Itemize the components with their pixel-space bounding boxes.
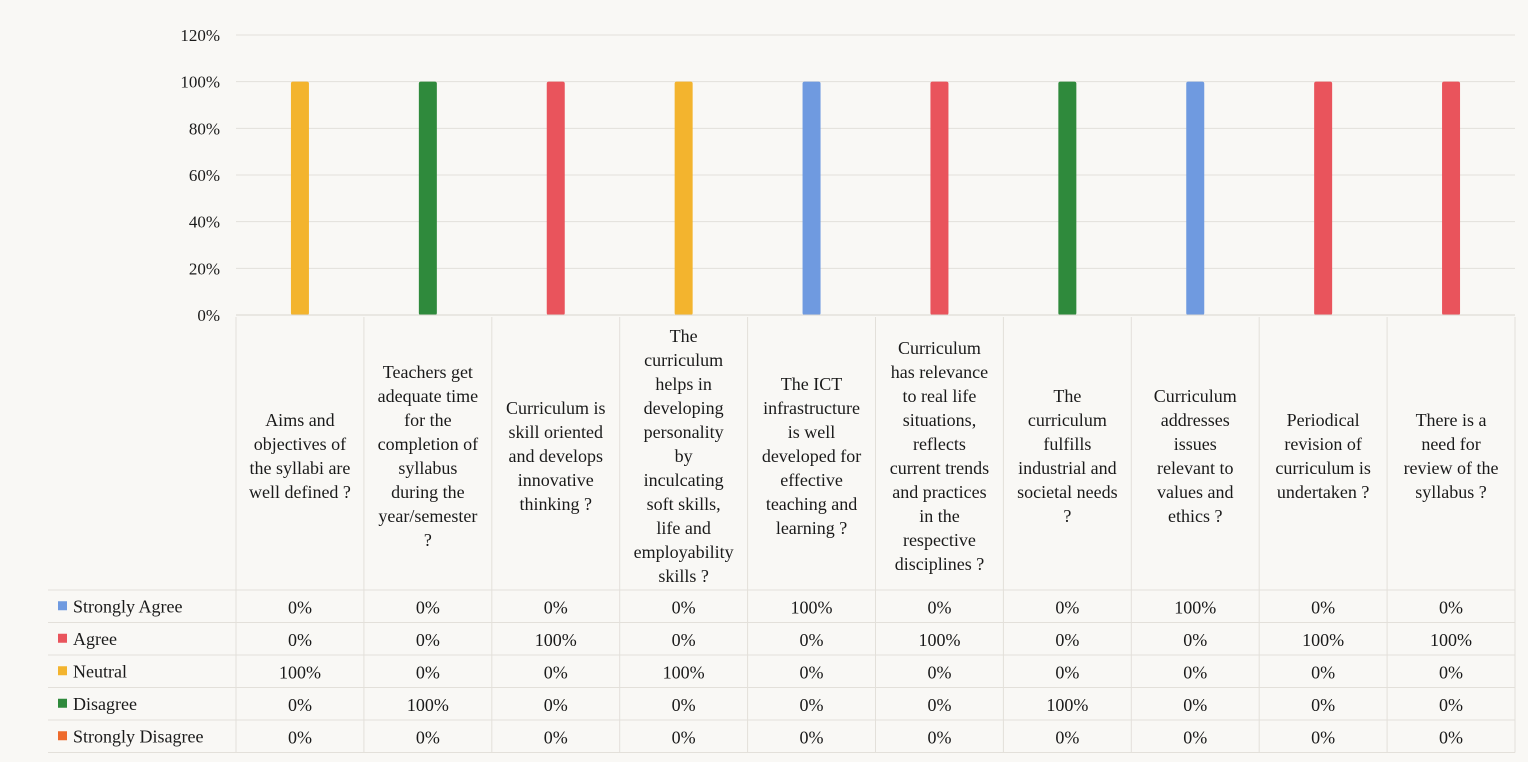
table-cell: 0%	[1439, 727, 1463, 747]
bar-neutral	[290, 81, 309, 316]
legend-label: Neutral	[73, 661, 127, 681]
category-label: Periodical revision of curriculum is undert…	[1275, 410, 1370, 502]
table-cell: 100%	[1302, 630, 1344, 650]
table-cell: 0%	[416, 630, 440, 650]
table-cell: 0%	[1183, 662, 1207, 682]
legend-key	[58, 601, 67, 611]
table-cell: 0%	[288, 597, 312, 617]
table-cell: 0%	[927, 727, 951, 747]
table-cell: 0%	[1183, 630, 1207, 650]
table-cell: 100%	[1046, 695, 1088, 715]
table-cell: 0%	[1311, 727, 1335, 747]
table-cell: 0%	[927, 695, 951, 715]
table-cell: 0%	[1311, 597, 1335, 617]
data-table-cells: 0% 0% 0% 0% 100% 0% 0% 100% 0% 0% 0% 0% 100% 0% 0% 100%…	[279, 597, 1472, 747]
legend-label: Strongly Agree	[73, 596, 183, 616]
table-cell: 0%	[672, 727, 696, 747]
category-label: Curriculum addresses issues relevant to valu…	[1154, 386, 1237, 526]
table-cell: 100%	[1174, 597, 1216, 617]
y-tick-label: 120%	[180, 26, 220, 45]
table-cell: 0%	[1183, 727, 1207, 747]
table-cell: 0%	[544, 695, 568, 715]
table-cell: 0%	[1055, 727, 1079, 747]
legend-label: Agree	[73, 629, 117, 649]
table-cell: 100%	[279, 662, 321, 682]
table-cell: 0%	[1439, 695, 1463, 715]
table-cell: 0%	[1055, 630, 1079, 650]
table-cell: 0%	[1183, 695, 1207, 715]
category-label: Curriculum has relevance to real life situa…	[890, 338, 989, 574]
table-cell: 100%	[918, 630, 960, 650]
legend-label: Disagree	[73, 694, 137, 714]
table-cell: 0%	[672, 630, 696, 650]
category-labels: Aims and objectives of the syllabi are well…	[249, 326, 1499, 586]
table-cell: 0%	[1439, 597, 1463, 617]
y-tick-label: 60%	[189, 166, 220, 185]
y-tick-label: 80%	[189, 119, 220, 138]
table-cell: 0%	[416, 727, 440, 747]
y-tick-label: 40%	[189, 213, 220, 232]
table-cell: 0%	[288, 695, 312, 715]
table-cell: 0%	[1439, 662, 1463, 682]
table-cell: 100%	[663, 662, 705, 682]
legend-label: Strongly Disagree	[73, 726, 203, 746]
bar-agree	[1314, 81, 1333, 316]
category-label: Aims and objectives of the syllabi are well…	[249, 410, 351, 502]
table-cell: 0%	[288, 630, 312, 650]
category-label: Curriculum is skill oriented and develops i…	[506, 398, 606, 514]
table-cell: 0%	[672, 597, 696, 617]
category-label: The curriculum fulfills industrial and socie…	[1017, 386, 1117, 526]
y-axis: 0% 20% 40% 60% 80% 100% 120%	[180, 26, 220, 325]
table-cell: 0%	[800, 727, 824, 747]
bar-agree	[546, 81, 565, 316]
table-cell: 0%	[544, 727, 568, 747]
table-cell: 100%	[407, 695, 449, 715]
table-cell: 0%	[800, 662, 824, 682]
bar-strongly-agree	[802, 81, 821, 316]
table-cell: 100%	[535, 630, 577, 650]
data-table-lines	[48, 314, 1516, 753]
legend: Strongly Agree Agree Neutral Disagree Strong…	[58, 596, 203, 746]
bar-disagree	[418, 81, 437, 316]
y-tick-label: 0%	[197, 306, 220, 325]
legend-key	[58, 666, 67, 676]
category-label: The ICT infrastructure is well developed fo…	[762, 374, 861, 538]
table-cell: 0%	[416, 662, 440, 682]
gridlines	[236, 34, 1515, 316]
bars	[290, 81, 1461, 316]
table-cell: 0%	[1311, 662, 1335, 682]
legend-key	[58, 633, 67, 643]
bar-agree	[1442, 81, 1461, 316]
table-cell: 0%	[927, 662, 951, 682]
bar-disagree	[1058, 81, 1077, 316]
y-tick-label: 20%	[189, 259, 220, 278]
table-cell: 0%	[544, 662, 568, 682]
table-cell: 0%	[544, 597, 568, 617]
category-label: Teachers get adequate time for the completi…	[378, 362, 478, 550]
legend-key	[58, 731, 67, 741]
legend-key	[58, 698, 67, 708]
table-cell: 0%	[1055, 597, 1079, 617]
bar-neutral	[674, 81, 693, 316]
bar-agree	[930, 81, 949, 316]
category-label: There is a need for review of the syllabus …	[1404, 410, 1499, 502]
y-tick-label: 100%	[180, 73, 220, 92]
table-cell: 100%	[1430, 630, 1472, 650]
table-cell: 0%	[672, 695, 696, 715]
category-label: The curriculum helps in developing personali…	[634, 326, 734, 586]
table-cell: 0%	[800, 630, 824, 650]
table-cell: 0%	[288, 727, 312, 747]
table-cell: 0%	[416, 597, 440, 617]
table-cell: 0%	[1055, 662, 1079, 682]
table-cell: 0%	[1311, 695, 1335, 715]
table-cell: 0%	[927, 597, 951, 617]
table-cell: 100%	[791, 597, 833, 617]
bar-strongly-agree	[1186, 81, 1205, 316]
table-cell: 0%	[800, 695, 824, 715]
